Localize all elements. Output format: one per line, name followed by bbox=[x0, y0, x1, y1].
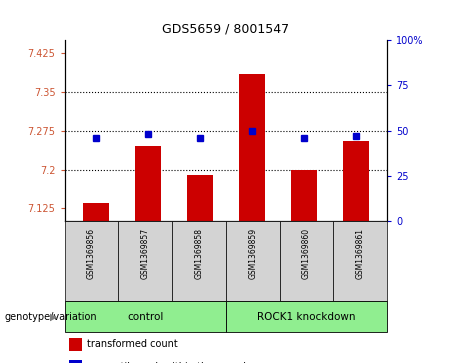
Bar bbox=[226, 221, 280, 301]
Bar bbox=[70, 360, 83, 363]
Text: ROCK1 knockdown: ROCK1 knockdown bbox=[257, 312, 356, 322]
Bar bbox=[187, 175, 213, 221]
Bar bbox=[70, 338, 83, 351]
Text: GSM1369860: GSM1369860 bbox=[302, 228, 311, 279]
Text: percentile rank within the sample: percentile rank within the sample bbox=[87, 362, 252, 363]
Bar bbox=[280, 221, 333, 301]
Text: ▶: ▶ bbox=[50, 312, 58, 322]
Bar bbox=[118, 221, 172, 301]
Text: GSM1369861: GSM1369861 bbox=[356, 228, 365, 279]
Text: GSM1369859: GSM1369859 bbox=[248, 228, 257, 279]
Bar bbox=[239, 74, 265, 221]
Bar bbox=[343, 141, 369, 221]
Text: GSM1369856: GSM1369856 bbox=[87, 228, 96, 279]
Text: GSM1369857: GSM1369857 bbox=[141, 228, 150, 279]
Bar bbox=[226, 301, 387, 332]
Bar bbox=[291, 170, 317, 221]
Text: transformed count: transformed count bbox=[87, 339, 178, 350]
Bar bbox=[83, 203, 109, 221]
Bar bbox=[172, 221, 226, 301]
Text: GSM1369858: GSM1369858 bbox=[195, 228, 203, 279]
Title: GDS5659 / 8001547: GDS5659 / 8001547 bbox=[162, 23, 290, 36]
Bar bbox=[333, 221, 387, 301]
Text: control: control bbox=[127, 312, 163, 322]
Text: genotype/variation: genotype/variation bbox=[5, 312, 97, 322]
Bar bbox=[65, 301, 226, 332]
Bar bbox=[65, 221, 118, 301]
Bar bbox=[135, 146, 161, 221]
